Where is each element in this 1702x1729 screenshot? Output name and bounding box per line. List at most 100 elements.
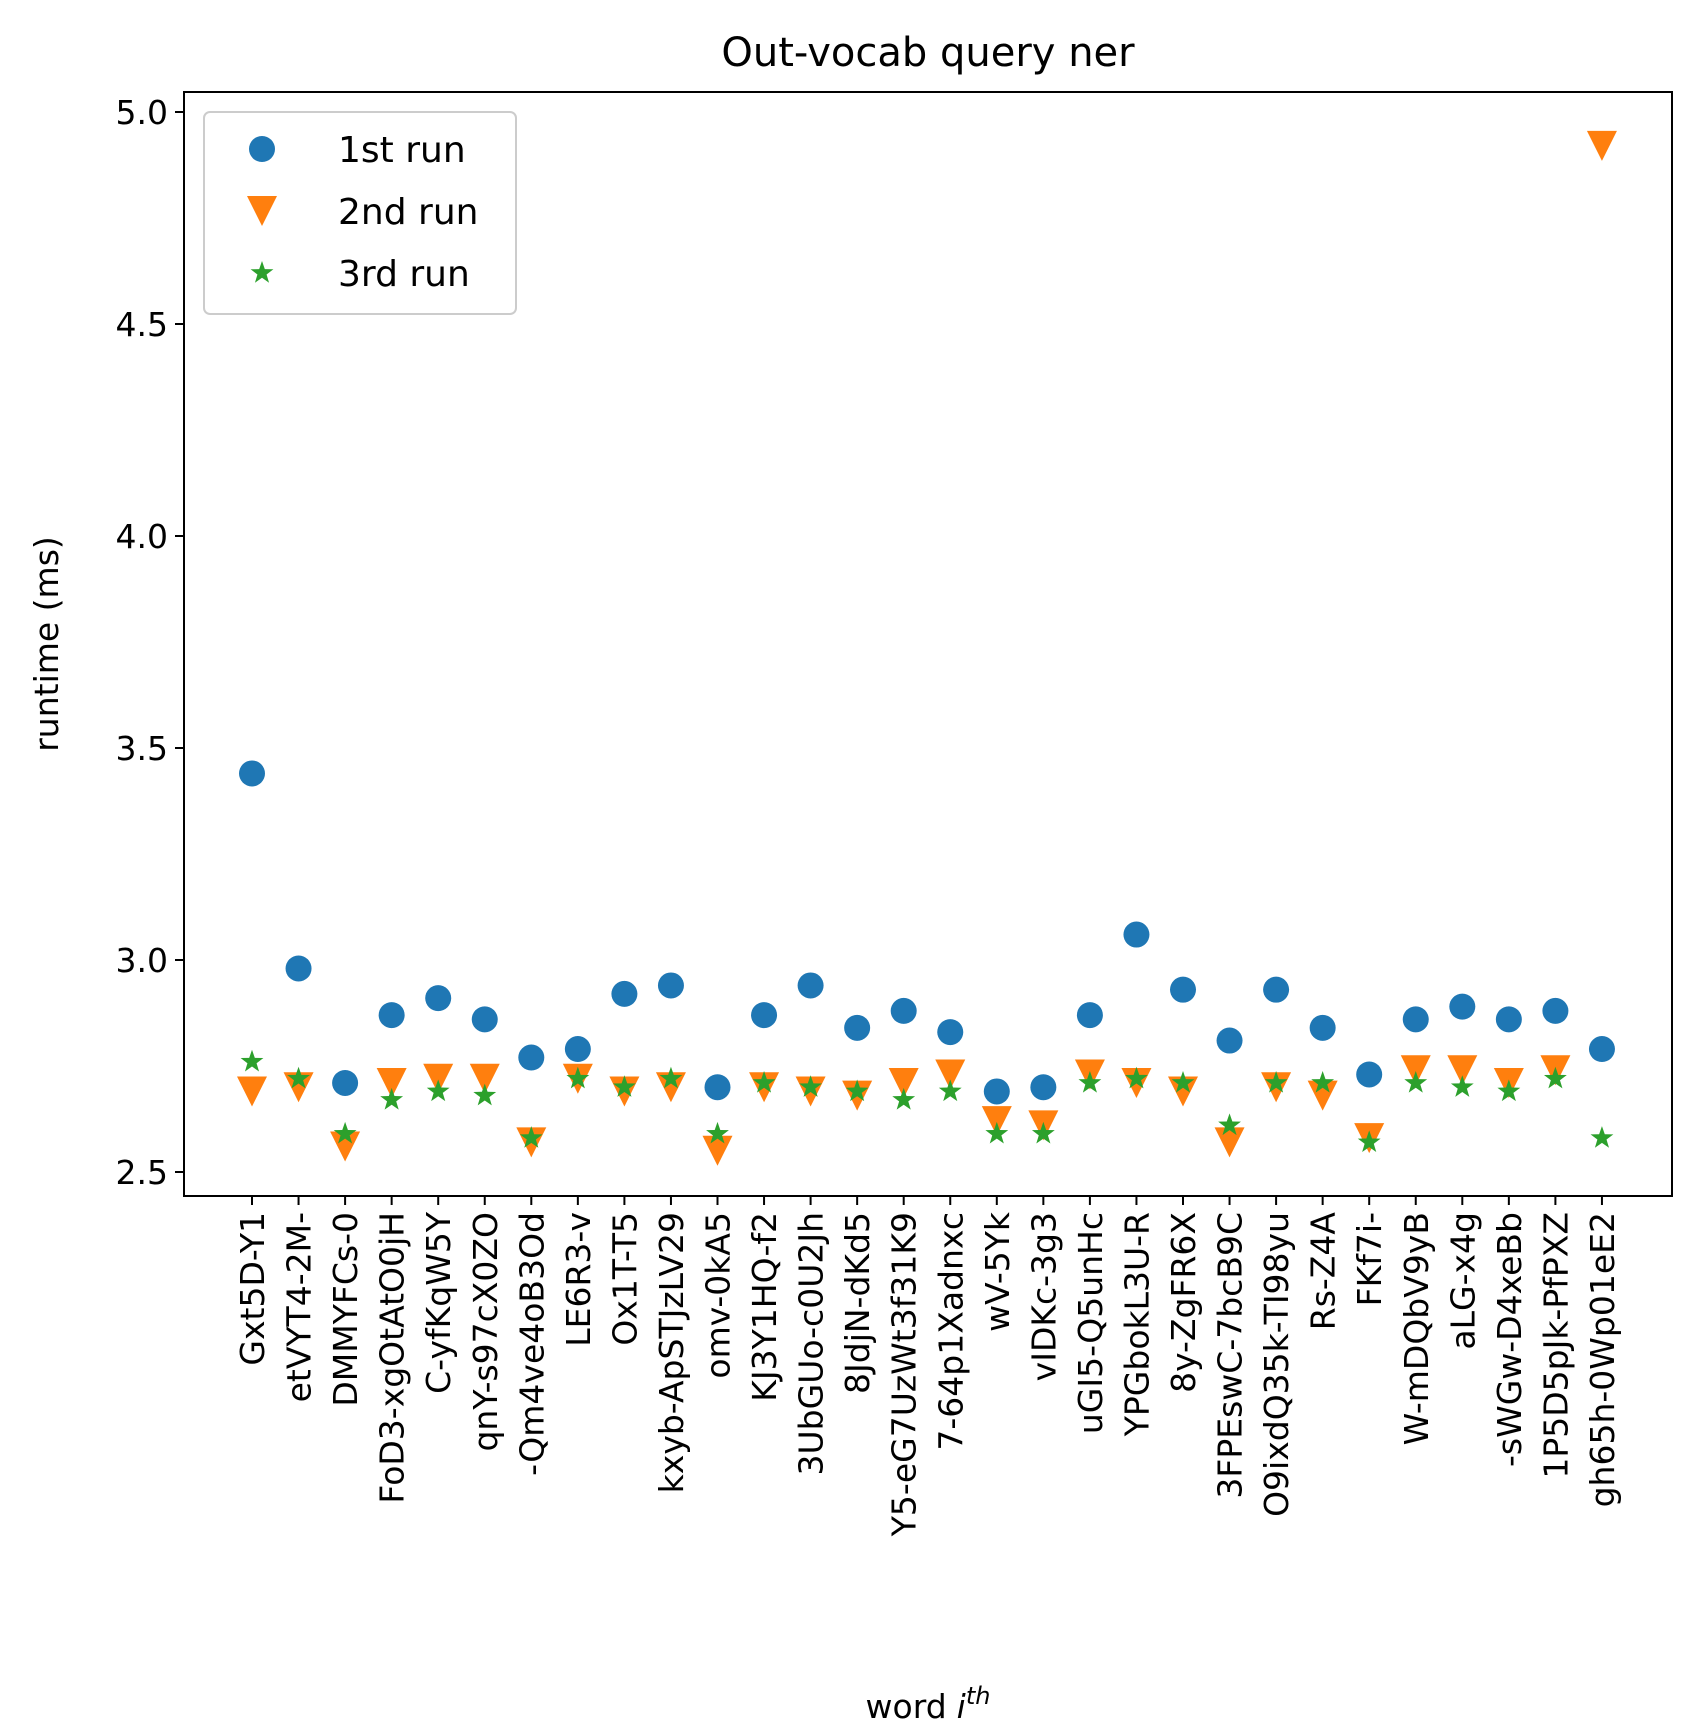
x-tick-label: O9ixdQ35k-TI98yu: [1257, 1212, 1296, 1517]
data-point: [890, 997, 917, 1024]
legend-label: 1st run: [338, 130, 466, 171]
x-tick-label: 8JdjN-dKd5: [838, 1212, 877, 1394]
data-point: [1447, 1055, 1478, 1086]
data-point: [1123, 921, 1150, 948]
y-tick-label: 4.5: [116, 305, 168, 344]
x-tick-label: DMMYFCs-0: [326, 1212, 365, 1407]
data-point: [706, 1121, 729, 1144]
data-point: [1495, 1006, 1522, 1033]
data-point: [1400, 1055, 1431, 1086]
data-point: [1356, 1061, 1383, 1088]
x-tick-label: FKf7i-: [1350, 1212, 1389, 1306]
x-tick-label: YPGbokL3U-R: [1117, 1212, 1156, 1437]
y-tick-label: 5.0: [116, 93, 168, 132]
data-point: [471, 1006, 498, 1033]
data-point: [378, 1002, 405, 1029]
x-tick-label: 7-64p1Xadnxc: [931, 1212, 970, 1451]
data-point: [1357, 1130, 1381, 1153]
data-point: [473, 1083, 497, 1106]
x-tick-label: Rs-Z4A: [1304, 1212, 1343, 1331]
data-point: [380, 1087, 404, 1110]
data-point: [985, 1121, 1009, 1144]
data-point: [564, 1036, 591, 1063]
y-tick-label: 3.0: [116, 941, 168, 980]
y-tick-label: 2.5: [116, 1153, 168, 1192]
data-point: [751, 1002, 778, 1029]
x-tick-label: wV-5Yk: [978, 1211, 1017, 1332]
x-tick-label: -Qm4ve4oB3Od: [512, 1212, 551, 1476]
data-point: [655, 1072, 686, 1103]
data-point: [892, 1087, 916, 1110]
data-point: [1031, 1121, 1055, 1144]
x-tick-label: C-yfKqW5Y: [419, 1211, 458, 1394]
data-point: [566, 1066, 590, 1089]
y-axis-label: runtime (ms): [27, 536, 66, 752]
legend-box: [203, 111, 517, 315]
x-tick-label: etVYT4-2M-: [280, 1212, 319, 1402]
x-tick-label: 3UbGUo-c0U2Jh: [792, 1212, 831, 1475]
x-tick-label: 8y-ZgFR6X: [1164, 1212, 1203, 1393]
data-point: [330, 1131, 361, 1162]
data-point: [285, 955, 312, 982]
data-point: [935, 1059, 966, 1090]
series-3rd-run: [240, 1049, 1614, 1153]
data-point: [1588, 1036, 1615, 1063]
data-point: [1543, 1066, 1567, 1089]
x-tick-label: 3FPEswC-7bcB9C: [1211, 1212, 1250, 1499]
data-point: [938, 1079, 962, 1102]
data-point: [332, 1069, 359, 1096]
data-point: [1216, 1027, 1243, 1054]
x-tick-label: qnY-s97cX0ZO: [466, 1212, 505, 1452]
data-point: [469, 1063, 500, 1094]
x-tick-label: vIDKc-3g3: [1024, 1212, 1063, 1381]
data-point: [844, 1014, 871, 1041]
data-point: [659, 1066, 683, 1089]
x-tick-label: Y5-eG7UzWt3f31K9: [885, 1212, 924, 1537]
x-tick-label: -sWGw-D4xeBb: [1490, 1212, 1529, 1467]
data-point: [1450, 1075, 1474, 1097]
y-axis: 2.5 3.0 3.5 4.0 4.5 5.0: [116, 93, 184, 1192]
x-tick-label: FoD3-xgOtAtO0jH: [373, 1212, 412, 1504]
y-tick-label: 4.0: [116, 517, 168, 556]
data-point: [1171, 1070, 1195, 1093]
data-point: [1404, 1070, 1428, 1093]
data-point: [1263, 976, 1290, 1003]
data-point: [519, 1126, 543, 1148]
data-point: [704, 1074, 731, 1101]
x-axis-label-word: word: [866, 1687, 947, 1726]
legend: 1st run 2nd run 3rd run: [203, 111, 517, 315]
data-point: [1125, 1066, 1148, 1089]
x-axis-label-superscript: th: [966, 1682, 991, 1710]
data-point: [1311, 1070, 1335, 1093]
x-axis-label-italic: i: [957, 1687, 966, 1726]
legend-label: 3rd run: [338, 254, 470, 295]
plot-frame: [183, 91, 1673, 1197]
x-tick-label: Gxt5D-Y1: [233, 1212, 272, 1366]
data-point: [1078, 1070, 1102, 1093]
data-point: [1449, 993, 1476, 1020]
x-axis-label: word ith: [866, 1682, 991, 1726]
data-point: [333, 1121, 357, 1144]
data-point: [657, 972, 684, 999]
data-point: [612, 1075, 636, 1097]
data-point: [1542, 997, 1569, 1024]
x-tick-label: W-mDQbV9yB: [1397, 1212, 1436, 1445]
data-point: [799, 1075, 823, 1097]
data-point: [423, 1063, 454, 1094]
data-point: [845, 1079, 869, 1102]
plot-points: [237, 130, 1617, 1166]
x-tick-label: Ox1T-T5: [605, 1212, 644, 1346]
x-tick-label: 1P5D5pJk-PfPXZ: [1536, 1212, 1575, 1479]
data-point: [1030, 1074, 1057, 1101]
data-point: [983, 1078, 1010, 1105]
y-tick-label: 3.5: [116, 729, 168, 768]
data-point: [1307, 1080, 1338, 1111]
data-point: [1497, 1079, 1521, 1102]
data-point: [425, 985, 452, 1012]
data-point: [752, 1070, 776, 1093]
legend-marker: [250, 261, 274, 283]
data-point: [1168, 1076, 1198, 1107]
data-point: [1214, 1127, 1245, 1158]
data-point: [237, 1076, 267, 1107]
x-tick-label: uGI5-Q5unHc: [1071, 1212, 1110, 1434]
